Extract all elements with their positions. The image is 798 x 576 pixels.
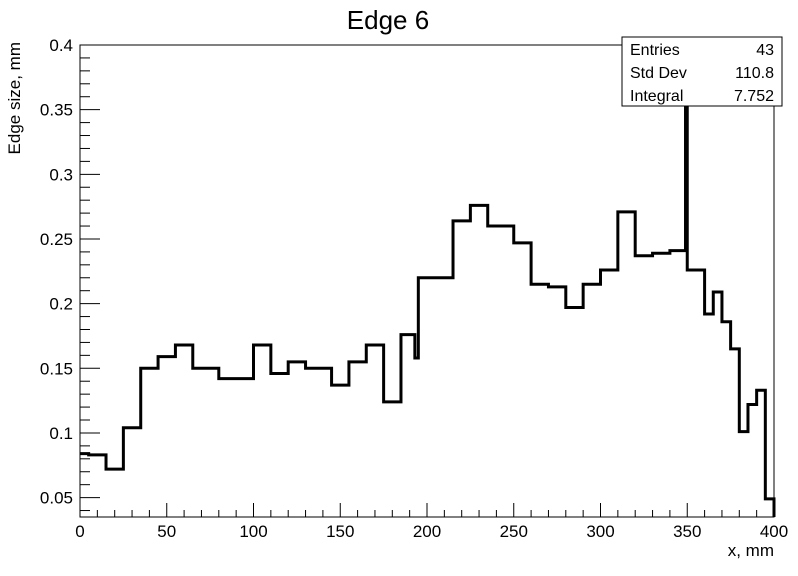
- histogram-bin: [349, 362, 366, 517]
- stats-entries-label: Entries: [630, 42, 680, 59]
- histogram-bin: [739, 432, 748, 517]
- histogram-bin: [514, 243, 531, 517]
- histogram-bin: [653, 253, 670, 517]
- histogram-bin: [635, 256, 652, 517]
- x-axis-label: x, mm: [728, 541, 774, 560]
- chart-title: Edge 6: [347, 5, 429, 35]
- x-tick-label: 300: [586, 522, 614, 541]
- histogram-bin: [366, 345, 383, 517]
- y-tick-label: 0.3: [49, 165, 73, 184]
- histogram-bin: [219, 379, 254, 517]
- stats-integral-value: 7.752: [734, 88, 774, 105]
- x-tick-label: 0: [75, 522, 84, 541]
- y-axis-ticks: 0.05 0.1 0.15 0.2 0.25 0.3 0.35 0.4: [40, 36, 100, 511]
- histogram-bin: [686, 45, 688, 517]
- histogram-bin: [418, 278, 453, 517]
- histogram-bin: [415, 358, 418, 517]
- stats-box: Entries 43 Std Dev 110.8 Integral 7.752: [622, 37, 782, 106]
- stats-entries-value: 43: [756, 42, 774, 59]
- histogram-bin: [687, 270, 704, 517]
- x-tick-label: 400: [760, 522, 788, 541]
- histogram-bin: [705, 314, 714, 517]
- histogram-bin: [722, 322, 731, 517]
- histogram-bin: [401, 335, 415, 517]
- histogram-bin: [453, 221, 470, 517]
- x-tick-label: 100: [239, 522, 267, 541]
- histogram-bin: [141, 368, 158, 517]
- histogram-bin: [748, 404, 757, 517]
- histogram-bin: [89, 455, 106, 517]
- histogram-bin: [271, 373, 288, 517]
- histogram-bin: [765, 499, 774, 517]
- histogram-bin: [123, 428, 140, 517]
- histogram-bin: [548, 287, 565, 517]
- y-tick-label: 0.2: [49, 295, 73, 314]
- histogram-bin: [531, 284, 548, 517]
- histogram-layer: [80, 45, 774, 517]
- histogram-bin: [601, 270, 618, 517]
- histogram-bin: [618, 212, 635, 517]
- y-tick-label: 0.35: [40, 101, 73, 120]
- histogram-bin: [566, 308, 583, 517]
- x-tick-label: 200: [413, 522, 441, 541]
- histogram-bin: [713, 292, 722, 517]
- histogram-bin: [488, 226, 514, 517]
- histogram-bin: [470, 205, 487, 517]
- y-tick-label: 0.1: [49, 424, 73, 443]
- stats-stddev-label: Std Dev: [630, 65, 687, 82]
- histogram-bin: [80, 454, 89, 517]
- histogram-bin: [384, 402, 401, 517]
- histogram-bin: [106, 469, 123, 517]
- y-tick-label: 0.05: [40, 489, 73, 508]
- histogram-bin: [670, 251, 686, 517]
- x-tick-label: 250: [500, 522, 528, 541]
- y-axis-label: Edge size, mm: [5, 42, 24, 154]
- x-tick-label: 350: [673, 522, 701, 541]
- histogram-bin: [583, 284, 600, 517]
- histogram-bin: [158, 357, 175, 517]
- x-tick-label: 150: [326, 522, 354, 541]
- histogram-bin: [288, 362, 305, 517]
- histogram-bin: [306, 368, 332, 517]
- y-tick-label: 0.4: [49, 36, 73, 55]
- histogram-bin: [254, 345, 271, 517]
- histogram-bin: [757, 390, 766, 517]
- histogram-bin: [731, 349, 740, 517]
- stats-integral-label: Integral: [630, 88, 683, 105]
- histogram-bin: [193, 368, 219, 517]
- histogram-bin: [332, 385, 349, 517]
- y-tick-label: 0.25: [40, 230, 73, 249]
- histogram-bin: [175, 345, 192, 517]
- y-tick-label: 0.15: [40, 359, 73, 378]
- stats-stddev-value: 110.8: [735, 65, 774, 82]
- x-tick-label: 50: [157, 522, 176, 541]
